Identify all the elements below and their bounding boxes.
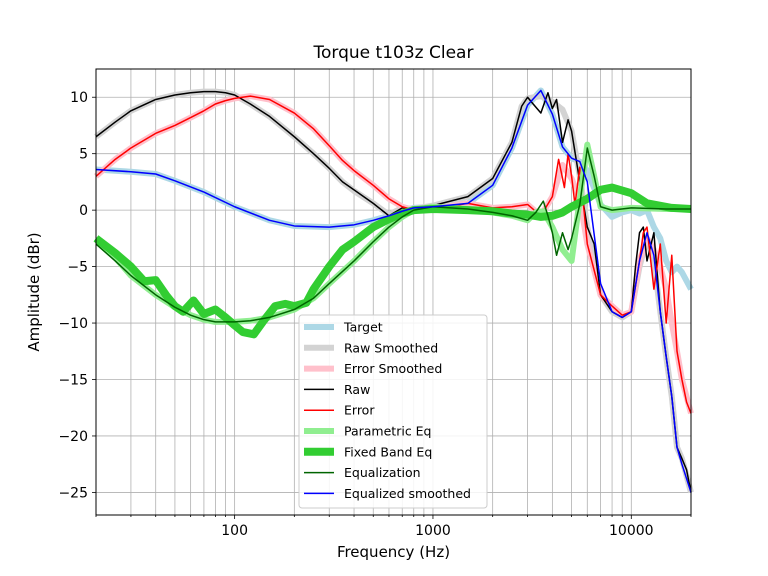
legend-label: Raw	[344, 382, 370, 397]
legend-label: Equalization	[344, 465, 421, 480]
legend-label: Parametric Eq	[344, 424, 432, 439]
series-lines	[93, 87, 694, 494]
legend-box	[298, 314, 488, 509]
y-tick-label: −5	[67, 260, 88, 276]
legend: Target Raw Smoothed Error Smoothed Raw Error…	[298, 314, 488, 509]
y-tick-label: −15	[58, 373, 88, 389]
ticks: 100 1000 10000 10 5 0 −5 −10 −15 −20 −25	[58, 90, 692, 539]
legend-label: Error Smoothed	[344, 361, 442, 376]
x-tick-label: 1000	[415, 523, 451, 539]
series-fixed-band-eq	[93, 183, 692, 339]
y-tick-label: −25	[58, 485, 88, 501]
y-tick-label: 5	[79, 147, 88, 163]
legend-label: Raw Smoothed	[344, 340, 438, 355]
y-axis-label: Amplitude (dBr)	[25, 232, 43, 351]
plot-frame	[95, 68, 692, 516]
y-tick-label: 0	[79, 203, 88, 219]
legend-label: Equalized smoothed	[344, 486, 471, 501]
series-equalization	[95, 147, 691, 323]
chart-title: Torque t103z Clear	[313, 43, 474, 63]
y-tick-label: 10	[70, 90, 88, 106]
y-tick-label: −10	[58, 316, 88, 332]
series-error	[95, 95, 692, 414]
x-axis-label: Frequency (Hz)	[337, 543, 450, 561]
x-tick-label: 10000	[609, 523, 654, 539]
y-tick-label: −20	[58, 429, 88, 445]
legend-label: Fixed Band Eq	[344, 444, 432, 459]
legend-label: Target	[343, 320, 383, 335]
legend-label: Error	[344, 403, 375, 418]
series-equalized-smoothed	[95, 89, 692, 493]
x-tick-label: 100	[221, 523, 248, 539]
